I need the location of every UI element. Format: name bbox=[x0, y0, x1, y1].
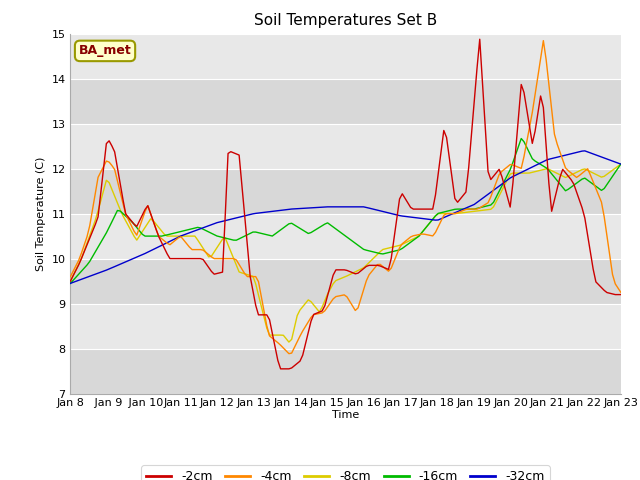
Bar bbox=[70, 259, 621, 303]
Text: BA_met: BA_met bbox=[79, 44, 131, 58]
Bar bbox=[70, 79, 621, 123]
Title: Soil Temperatures Set B: Soil Temperatures Set B bbox=[254, 13, 437, 28]
Y-axis label: Soil Temperature (C): Soil Temperature (C) bbox=[36, 156, 46, 271]
Bar bbox=[70, 214, 621, 259]
Bar bbox=[70, 34, 621, 79]
Bar bbox=[70, 303, 621, 348]
Legend: -2cm, -4cm, -8cm, -16cm, -32cm: -2cm, -4cm, -8cm, -16cm, -32cm bbox=[141, 465, 550, 480]
X-axis label: Time: Time bbox=[332, 410, 359, 420]
Bar bbox=[70, 168, 621, 214]
Bar bbox=[70, 123, 621, 168]
Bar bbox=[70, 348, 621, 394]
